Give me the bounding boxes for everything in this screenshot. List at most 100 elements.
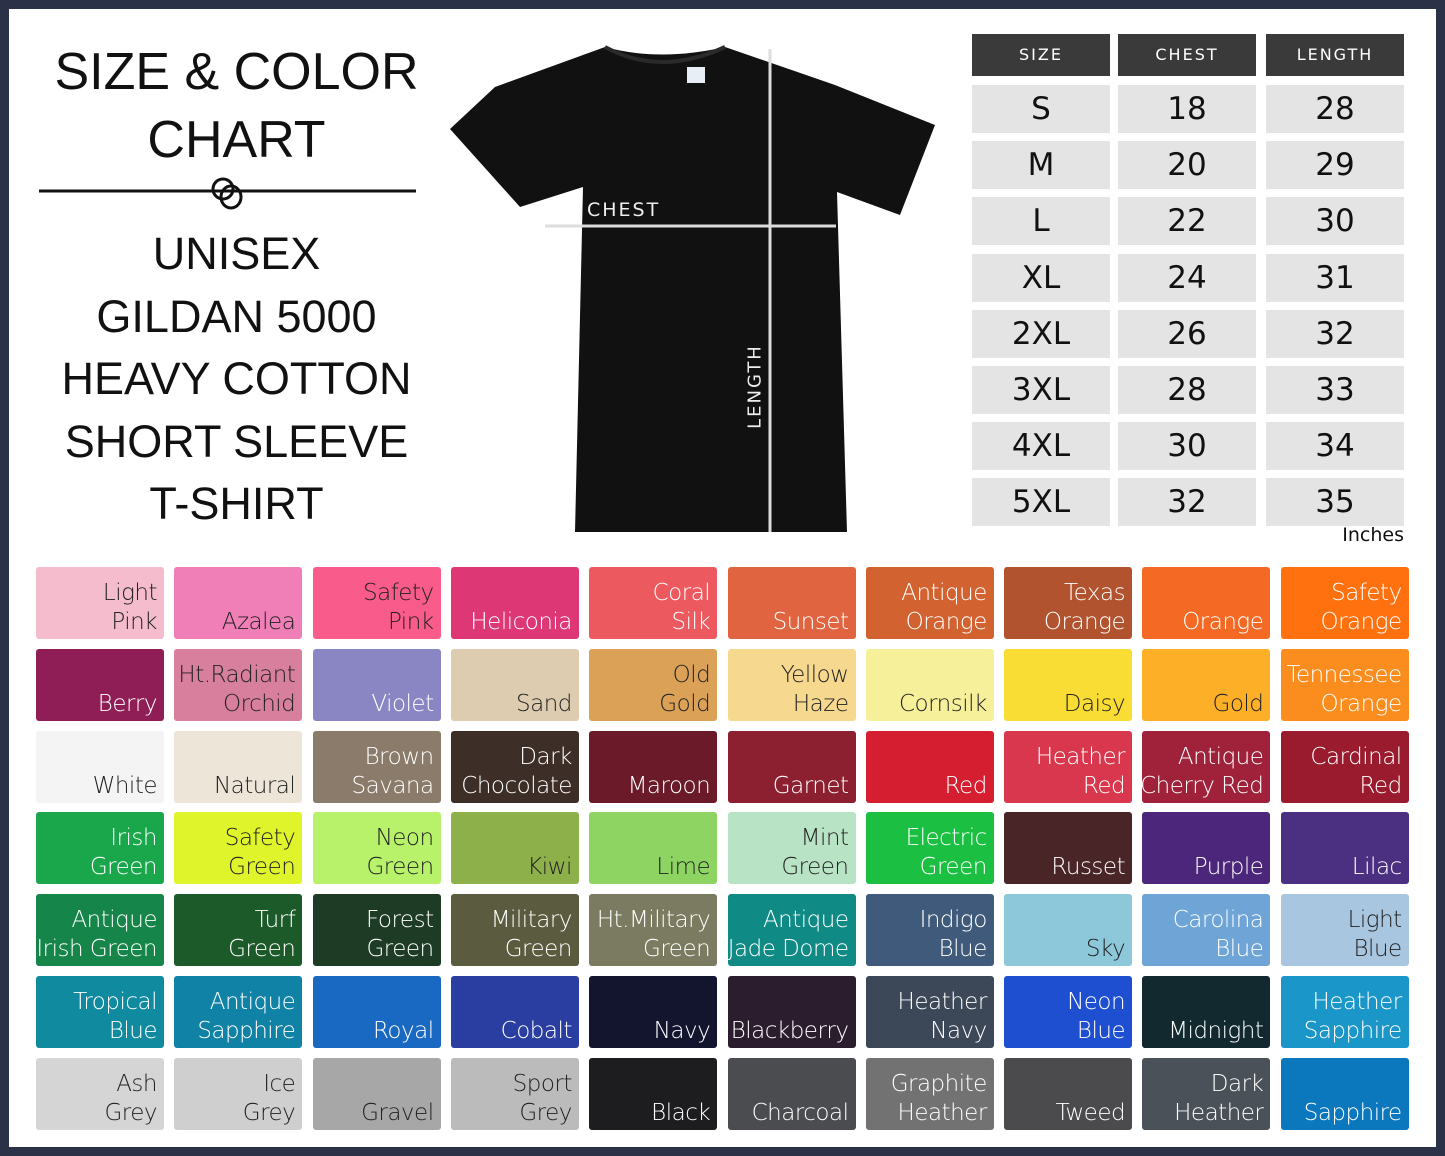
chest-label: CHEST [587,199,661,221]
color-swatch-label: Heather [1174,1099,1264,1126]
color-swatch-label: Garnet [772,772,849,799]
color-swatch: Old Gold [589,648,718,721]
color-swatch: Antique Orange [865,567,994,639]
color-swatch: Royal [312,976,441,1048]
color-swatch: Tropical Blue [36,976,164,1048]
color-swatch-label: Orange [905,609,988,635]
color-swatch-label: Azalea [221,609,296,635]
color-swatch-label: Grey [104,1099,157,1126]
size-table-cell: 5XL [972,478,1110,527]
size-table-header: LENGTH [1266,34,1404,76]
color-swatch-label: Tweed [1055,1099,1126,1126]
color-swatch: Light Pink [36,567,164,639]
color-swatch-label: Cobalt [500,1018,573,1044]
color-swatch: Maroon [589,730,718,803]
color-swatch-label: Ash [116,1070,157,1097]
color-swatch-label: Safety [363,580,434,606]
color-swatch: Violet [312,648,441,721]
color-swatch-label: Carolina [1172,907,1264,934]
color-swatch-label: Brown [364,743,434,770]
color-swatch-label: Daisy [1063,690,1126,717]
color-swatch-label: Red [1359,772,1402,799]
color-swatch-label: Lilac [1351,854,1402,881]
color-swatch-label: Electric [905,825,988,852]
color-swatch: Texas Orange [1004,567,1133,639]
color-swatch-label: Berry [97,690,158,717]
color-swatch-label: Blue [1353,936,1403,963]
color-swatch: Charcoal [727,1057,856,1130]
size-table-cell: 24 [1118,253,1256,302]
color-swatch: Cornsilk [865,648,994,721]
color-swatch-label: Green [781,854,849,881]
color-swatch-label: Cherry Red [1140,772,1264,799]
color-swatch: Heather Red [1004,730,1133,803]
color-swatch: Antique Cherry Red [1140,730,1271,803]
color-swatch: Military Green [450,894,579,967]
color-swatch: Neon Blue [1004,976,1133,1048]
color-swatch-label: Blue [1076,1018,1126,1044]
color-swatch: Daisy [1004,648,1133,721]
color-swatch-label: Jade Dome [727,936,849,963]
color-swatch-label: Heather [1312,989,1402,1015]
color-swatch-label: Light [1347,907,1403,934]
color-swatch: White [36,730,164,803]
color-swatch-label: Tropical [73,989,157,1015]
color-swatch: Ht.Radiant Orchid [174,648,303,721]
chart-canvas: SIZE & COLOR CHART UNISEX GILDAN 5000 HE… [9,9,1436,1147]
color-swatch-label: Dark [1210,1070,1264,1097]
color-swatch: Safety Orange [1280,567,1409,639]
color-swatch-label: Ht.Radiant [178,661,296,688]
color-swatch-label: Sand [516,690,572,717]
color-swatch: Sand [450,648,579,721]
color-swatch-label: Pink [111,609,157,635]
color-swatch-label: Tennessee [1286,661,1402,688]
color-swatch-label: Antique [762,907,849,934]
color-swatch-label: Green [919,854,988,881]
color-swatch: Antique Sapphire [174,976,303,1048]
color-swatch-label: Grey [519,1099,572,1126]
size-table-cell: S [972,85,1110,133]
color-swatch: Safety Pink [312,567,441,639]
color-swatch-label: Silk [671,609,711,635]
color-swatch: Dark Heather [1142,1057,1271,1130]
color-swatch-label: Sunset [772,609,849,635]
size-table-cell: 35 [1266,478,1404,527]
color-swatch-label: Dark [519,743,572,770]
size-table-cell: 32 [1266,309,1404,358]
color-swatch-label: Neon [1067,989,1126,1015]
size-table-cell: 20 [1118,141,1256,190]
color-swatch-label: Green [366,854,434,881]
color-swatch: Cobalt [450,976,579,1048]
color-swatch-label: Texas [1064,580,1126,606]
color-swatch: Gold [1142,648,1271,721]
length-label: LENGTH [744,344,766,429]
color-swatch-label: Natural [213,772,296,799]
color-swatch: Berry [36,648,164,721]
color-swatch: Navy [589,976,718,1048]
color-swatch-label: Blue [938,936,988,963]
color-swatch: Orange [1142,567,1271,639]
color-swatch-label: Sport [512,1070,573,1097]
color-swatch-label: Violet [371,690,434,717]
color-swatch-label: Green [89,854,158,881]
color-swatch-label: Antique [901,580,987,606]
color-swatch-label: Antique [209,989,296,1015]
subtitle-line-5: T-SHIRT [149,478,324,529]
subtitle-line-2: GILDAN 5000 [96,291,377,342]
color-swatch: Ice Grey [174,1057,303,1130]
color-swatch-label: Orange [1320,690,1403,717]
color-swatch-label: Cardinal [1310,743,1402,770]
size-table-cell: 4XL [972,422,1110,471]
color-swatch: Indigo Blue [865,894,994,967]
color-swatch: Brown Savana [312,730,441,803]
size-table-cell: 31 [1266,253,1404,302]
color-swatch: Antique Irish Green [36,894,164,967]
color-swatch-label: Cornsilk [898,690,987,717]
color-swatch: Ash Grey [36,1057,164,1130]
color-swatch: Light Blue [1280,894,1409,967]
color-swatch-label: Green [504,936,573,963]
size-table-cell: XL [972,253,1110,302]
color-swatch-label: Red [944,772,988,799]
color-swatch: Gravel [312,1057,441,1130]
color-swatch-label: Grey [242,1099,296,1126]
